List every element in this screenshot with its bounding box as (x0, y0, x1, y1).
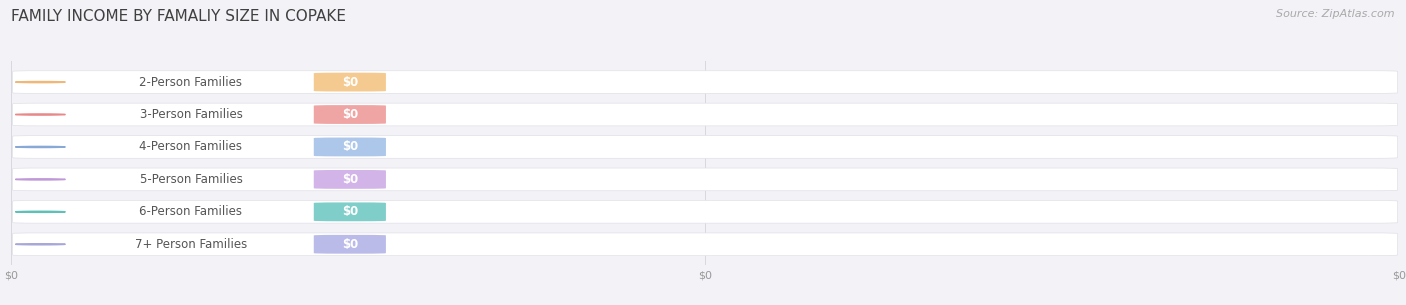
FancyBboxPatch shape (314, 73, 385, 92)
FancyBboxPatch shape (314, 105, 385, 124)
FancyBboxPatch shape (314, 170, 385, 189)
Text: 4-Person Families: 4-Person Families (139, 141, 242, 153)
Circle shape (15, 81, 65, 83)
FancyBboxPatch shape (13, 71, 1398, 93)
Text: $0: $0 (342, 173, 359, 186)
FancyBboxPatch shape (314, 203, 385, 221)
Text: $0: $0 (342, 238, 359, 251)
Text: 6-Person Families: 6-Person Families (139, 205, 242, 218)
FancyBboxPatch shape (13, 103, 1398, 126)
FancyBboxPatch shape (314, 235, 385, 254)
FancyBboxPatch shape (13, 168, 1398, 191)
Circle shape (15, 211, 65, 212)
Text: $0: $0 (342, 108, 359, 121)
FancyBboxPatch shape (13, 200, 1398, 223)
Circle shape (15, 114, 65, 115)
Text: FAMILY INCOME BY FAMALIY SIZE IN COPAKE: FAMILY INCOME BY FAMALIY SIZE IN COPAKE (11, 9, 346, 24)
Text: $0: $0 (342, 141, 359, 153)
Text: Source: ZipAtlas.com: Source: ZipAtlas.com (1277, 9, 1395, 19)
Text: 5-Person Families: 5-Person Families (139, 173, 242, 186)
Text: 2-Person Families: 2-Person Families (139, 76, 242, 88)
Text: $0: $0 (342, 205, 359, 218)
Circle shape (15, 244, 65, 245)
Text: 3-Person Families: 3-Person Families (139, 108, 242, 121)
Text: 7+ Person Families: 7+ Person Families (135, 238, 247, 251)
Text: $0: $0 (342, 76, 359, 88)
FancyBboxPatch shape (13, 136, 1398, 158)
Circle shape (15, 146, 65, 148)
Circle shape (15, 179, 65, 180)
FancyBboxPatch shape (314, 138, 385, 156)
FancyBboxPatch shape (13, 233, 1398, 256)
